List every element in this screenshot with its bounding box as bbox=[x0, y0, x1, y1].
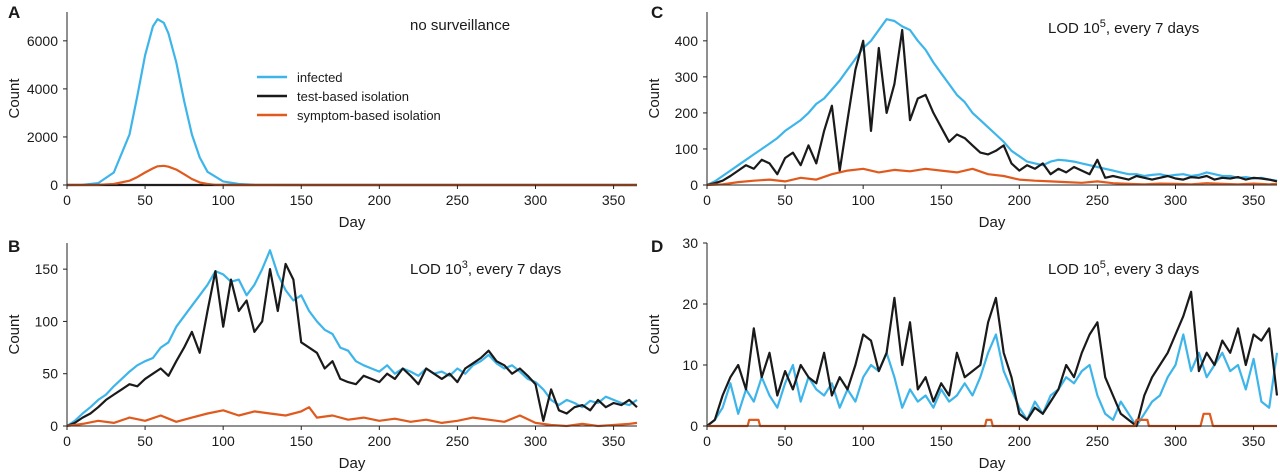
x-tick-label: 200 bbox=[1008, 192, 1032, 208]
x-tick-label: 350 bbox=[1242, 433, 1266, 449]
x-tick-label: 250 bbox=[446, 433, 470, 449]
x-tick-label: 250 bbox=[1086, 433, 1110, 449]
series-test-line-b bbox=[66, 262, 638, 428]
y-tick-label: 10 bbox=[682, 357, 698, 373]
y-tick-label: 200 bbox=[675, 105, 699, 121]
x-tick-label: 0 bbox=[703, 433, 711, 449]
panel-annotation: LOD 105, every 3 days bbox=[1048, 259, 1199, 278]
series-symptom-line-d bbox=[707, 412, 1277, 428]
series-symptom-line-a bbox=[66, 164, 637, 187]
legend: infected test-based isolation symptom-base… bbox=[257, 70, 441, 123]
x-tick-label: 150 bbox=[290, 192, 314, 208]
x-tick-label: 350 bbox=[602, 192, 626, 208]
y-axis-label: Count bbox=[646, 78, 663, 119]
x-tick-label: 0 bbox=[63, 192, 71, 208]
x-tick-label: 350 bbox=[1242, 192, 1266, 208]
x-tick-label: 50 bbox=[137, 192, 153, 208]
y-tick-label: 20 bbox=[682, 296, 698, 312]
y-axis-label: Count bbox=[6, 78, 23, 119]
x-tick-label: 0 bbox=[703, 192, 711, 208]
panel-annotation: LOD 103, every 7 days bbox=[410, 259, 561, 278]
x-tick-label: 100 bbox=[851, 433, 875, 449]
y-axis-label: Count bbox=[6, 314, 23, 355]
x-tick-label: 300 bbox=[524, 433, 548, 449]
x-tick-label: 200 bbox=[1008, 433, 1032, 449]
x-tick-label: 150 bbox=[290, 433, 314, 449]
x-axis-label: Day bbox=[339, 214, 366, 231]
x-tick-label: 50 bbox=[137, 433, 153, 449]
x-tick-label: 300 bbox=[1164, 192, 1188, 208]
series-symptom-line-b bbox=[66, 406, 638, 428]
x-tick-label: 300 bbox=[524, 192, 548, 208]
y-tick-label: 0 bbox=[50, 177, 58, 193]
x-tick-label: 300 bbox=[1164, 433, 1188, 449]
y-tick-label: 0 bbox=[690, 418, 698, 434]
x-tick-label: 150 bbox=[930, 192, 954, 208]
panel-annotation: no surveillance bbox=[410, 17, 510, 34]
y-tick-label: 100 bbox=[35, 313, 59, 329]
panel-annotation: LOD 105, every 7 days bbox=[1048, 18, 1199, 37]
series-infected-line-c bbox=[706, 18, 1278, 186]
series-infected-line-a bbox=[66, 18, 637, 187]
y-tick-label: 0 bbox=[50, 418, 58, 434]
legend-label-infected: infected bbox=[297, 70, 343, 85]
x-tick-label: 50 bbox=[777, 192, 793, 208]
y-tick-label: 30 bbox=[682, 235, 698, 251]
panel-a: 0 50 100 150 200 250 300 350 0 2000 4000 6000 Day Cou… bbox=[6, 3, 637, 231]
y-tick-label: 2000 bbox=[27, 129, 58, 145]
panel-c: 0 50 100 150 200 250 300 350 0 100 200 300 400 Day Cou… bbox=[646, 3, 1278, 231]
series-test-line-c bbox=[706, 28, 1278, 187]
x-tick-label: 100 bbox=[211, 192, 235, 208]
x-tick-label: 250 bbox=[446, 192, 470, 208]
y-tick-label: 0 bbox=[690, 177, 698, 193]
series-test-line-d bbox=[706, 290, 1279, 428]
x-tick-label: 200 bbox=[368, 192, 392, 208]
series-symptom-line-c bbox=[706, 167, 1278, 187]
x-tick-label: 350 bbox=[602, 433, 626, 449]
x-tick-label: 250 bbox=[1086, 192, 1110, 208]
panel-letter: B bbox=[8, 237, 20, 256]
panel-letter: D bbox=[651, 237, 663, 256]
y-axis-label: Count bbox=[646, 314, 663, 355]
x-tick-label: 50 bbox=[777, 433, 793, 449]
x-tick-label: 0 bbox=[63, 433, 71, 449]
panel-letter: A bbox=[8, 3, 20, 22]
x-axis-label: Day bbox=[979, 455, 1006, 472]
x-axis-label: Day bbox=[339, 455, 366, 472]
panel-b: 0 50 100 150 200 250 300 350 0 50 100 150 Day Count B L… bbox=[6, 237, 638, 472]
y-tick-label: 50 bbox=[42, 366, 58, 382]
legend-label-symptom: symptom-based isolation bbox=[297, 108, 441, 123]
legend-label-test: test-based isolation bbox=[297, 89, 409, 104]
series-infected-line-b bbox=[66, 249, 638, 427]
y-tick-label: 400 bbox=[675, 33, 699, 49]
x-axis-label: Day bbox=[979, 214, 1006, 231]
x-tick-label: 150 bbox=[930, 433, 954, 449]
y-tick-label: 300 bbox=[675, 69, 699, 85]
panel-letter: C bbox=[651, 3, 663, 22]
x-tick-label: 100 bbox=[851, 192, 875, 208]
series-infected-line-d bbox=[706, 333, 1279, 428]
y-tick-label: 150 bbox=[35, 261, 59, 277]
x-tick-label: 200 bbox=[368, 433, 392, 449]
x-tick-label: 100 bbox=[211, 433, 235, 449]
y-tick-label: 100 bbox=[675, 141, 699, 157]
y-tick-label: 4000 bbox=[27, 81, 58, 97]
y-tick-label: 6000 bbox=[27, 33, 58, 49]
panel-d: 0 50 100 150 200 250 300 350 0 10 20 30 Day Count D LOD… bbox=[646, 235, 1279, 472]
